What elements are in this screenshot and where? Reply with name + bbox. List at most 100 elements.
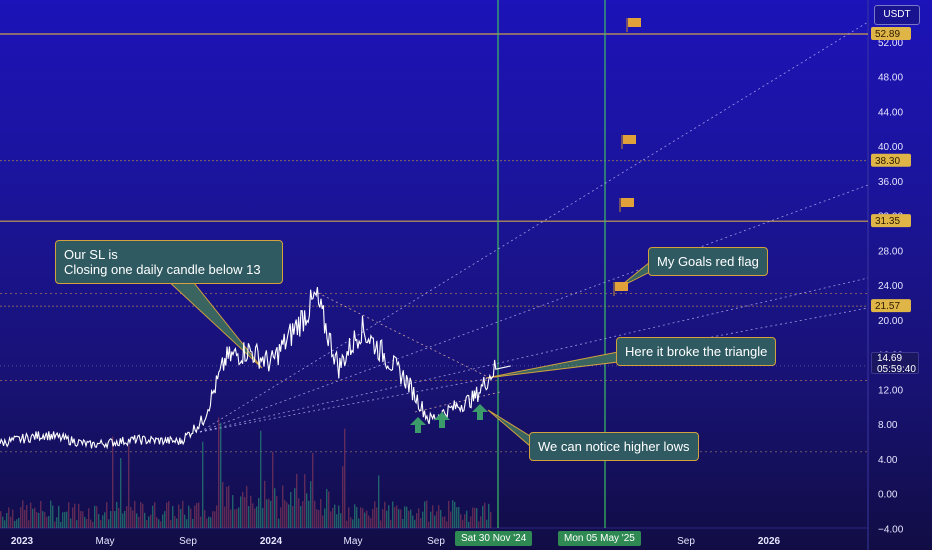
volume-bar	[282, 485, 284, 528]
volume-bar	[230, 509, 232, 528]
volume-bar	[312, 452, 314, 528]
volume-bar	[210, 517, 212, 528]
y-tick-label: 28.00	[878, 246, 903, 257]
volume-bar	[98, 514, 100, 528]
currency-badge[interactable]: USDT	[874, 5, 920, 25]
volume-bar	[438, 505, 440, 528]
volume-bar	[160, 521, 162, 528]
volume-bar	[280, 507, 282, 528]
volume-bar	[346, 520, 348, 528]
volume-bar	[402, 518, 404, 528]
volume-bar	[198, 502, 200, 528]
volume-bar	[368, 515, 370, 528]
volume-bar	[486, 519, 488, 528]
volume-bar	[320, 499, 322, 528]
volume-bar	[330, 511, 332, 528]
up-arrow-icon	[410, 417, 426, 433]
flag-icon	[626, 18, 641, 32]
volume-bar	[366, 510, 368, 528]
volume-bar	[106, 502, 108, 528]
volume-bar	[484, 502, 486, 528]
volume-bar	[248, 506, 250, 528]
volume-bar	[56, 517, 58, 528]
volume-bar	[286, 502, 288, 528]
volume-bar	[120, 458, 122, 528]
volume-bar	[54, 521, 56, 528]
x-tick-label: May	[344, 536, 363, 547]
volume-bar	[220, 422, 222, 528]
x-tick-label: 2024	[260, 536, 283, 547]
level-tag-bg	[871, 27, 911, 41]
volume-bar	[450, 511, 452, 528]
level-tag-bg	[871, 153, 911, 167]
volume-bar	[398, 509, 400, 528]
volume-bar	[126, 506, 128, 528]
current-price: 14.69	[877, 353, 903, 364]
y-tick-label: 8.00	[878, 420, 898, 431]
volume-bar	[108, 519, 110, 528]
volume-bar	[184, 514, 186, 528]
volume-bar	[190, 508, 192, 528]
volume-bar	[238, 507, 240, 528]
volume-bar	[418, 508, 420, 528]
volume-bar	[86, 518, 88, 528]
volume-bar	[40, 500, 42, 528]
volume-bar	[60, 521, 62, 528]
volume-bar	[192, 518, 194, 528]
up-arrow-icon	[472, 404, 488, 420]
volume-bar	[482, 505, 484, 528]
volume-bar	[176, 518, 178, 528]
volume-bar	[310, 481, 312, 528]
volume-bar	[454, 501, 456, 528]
volume-bar	[112, 436, 114, 528]
volume-bar	[90, 519, 92, 528]
volume-bar	[110, 511, 112, 528]
volume-bar	[128, 445, 130, 528]
volume-bar	[6, 512, 8, 528]
volume-bar	[308, 500, 310, 528]
volume-bar	[76, 520, 78, 528]
volume-bar	[334, 504, 336, 528]
triangle-upper-line	[317, 292, 491, 379]
volume-bar	[170, 520, 172, 528]
volume-bar	[174, 515, 176, 528]
triangle-lower-line	[414, 391, 501, 413]
volume-bar	[242, 491, 244, 528]
volume-bar	[28, 520, 30, 528]
volume-bar	[362, 508, 364, 528]
volume-bar	[306, 493, 308, 528]
y-tick-label: 4.00	[878, 455, 898, 466]
volume-bar	[290, 492, 292, 528]
volume-bar	[12, 509, 14, 528]
volume-bar	[432, 505, 434, 528]
volume-bar	[314, 500, 316, 528]
volume-bar	[172, 506, 174, 528]
volume-bar	[396, 505, 398, 528]
volume-bar	[270, 500, 272, 528]
volume-bar	[390, 519, 392, 528]
volume-bar	[134, 500, 136, 528]
volume-bar	[294, 488, 296, 528]
volume-bar	[360, 507, 362, 528]
volume-bar	[144, 512, 146, 528]
volume-bar	[178, 504, 180, 528]
volume-bar	[456, 507, 458, 528]
callout-stop-loss: Our SL is Closing one daily candle below…	[55, 240, 283, 284]
volume-bar	[94, 505, 96, 528]
volume-bar	[100, 520, 102, 528]
volume-bar	[258, 498, 260, 528]
volume-bar	[470, 516, 472, 528]
volume-bar	[48, 516, 50, 528]
volume-bar	[202, 441, 204, 528]
up-arrow-icon	[434, 412, 450, 428]
volume-bar	[26, 504, 28, 528]
level-tag-38.30: 38.30	[875, 156, 900, 167]
y-tick-label: 48.00	[878, 73, 903, 84]
volume-bar	[214, 511, 216, 528]
volume-bar	[166, 502, 168, 528]
volume-bar	[22, 500, 24, 528]
y-tick-label: 24.00	[878, 281, 903, 292]
fan-trendline-3	[199, 277, 869, 433]
volume-bar	[66, 511, 68, 528]
